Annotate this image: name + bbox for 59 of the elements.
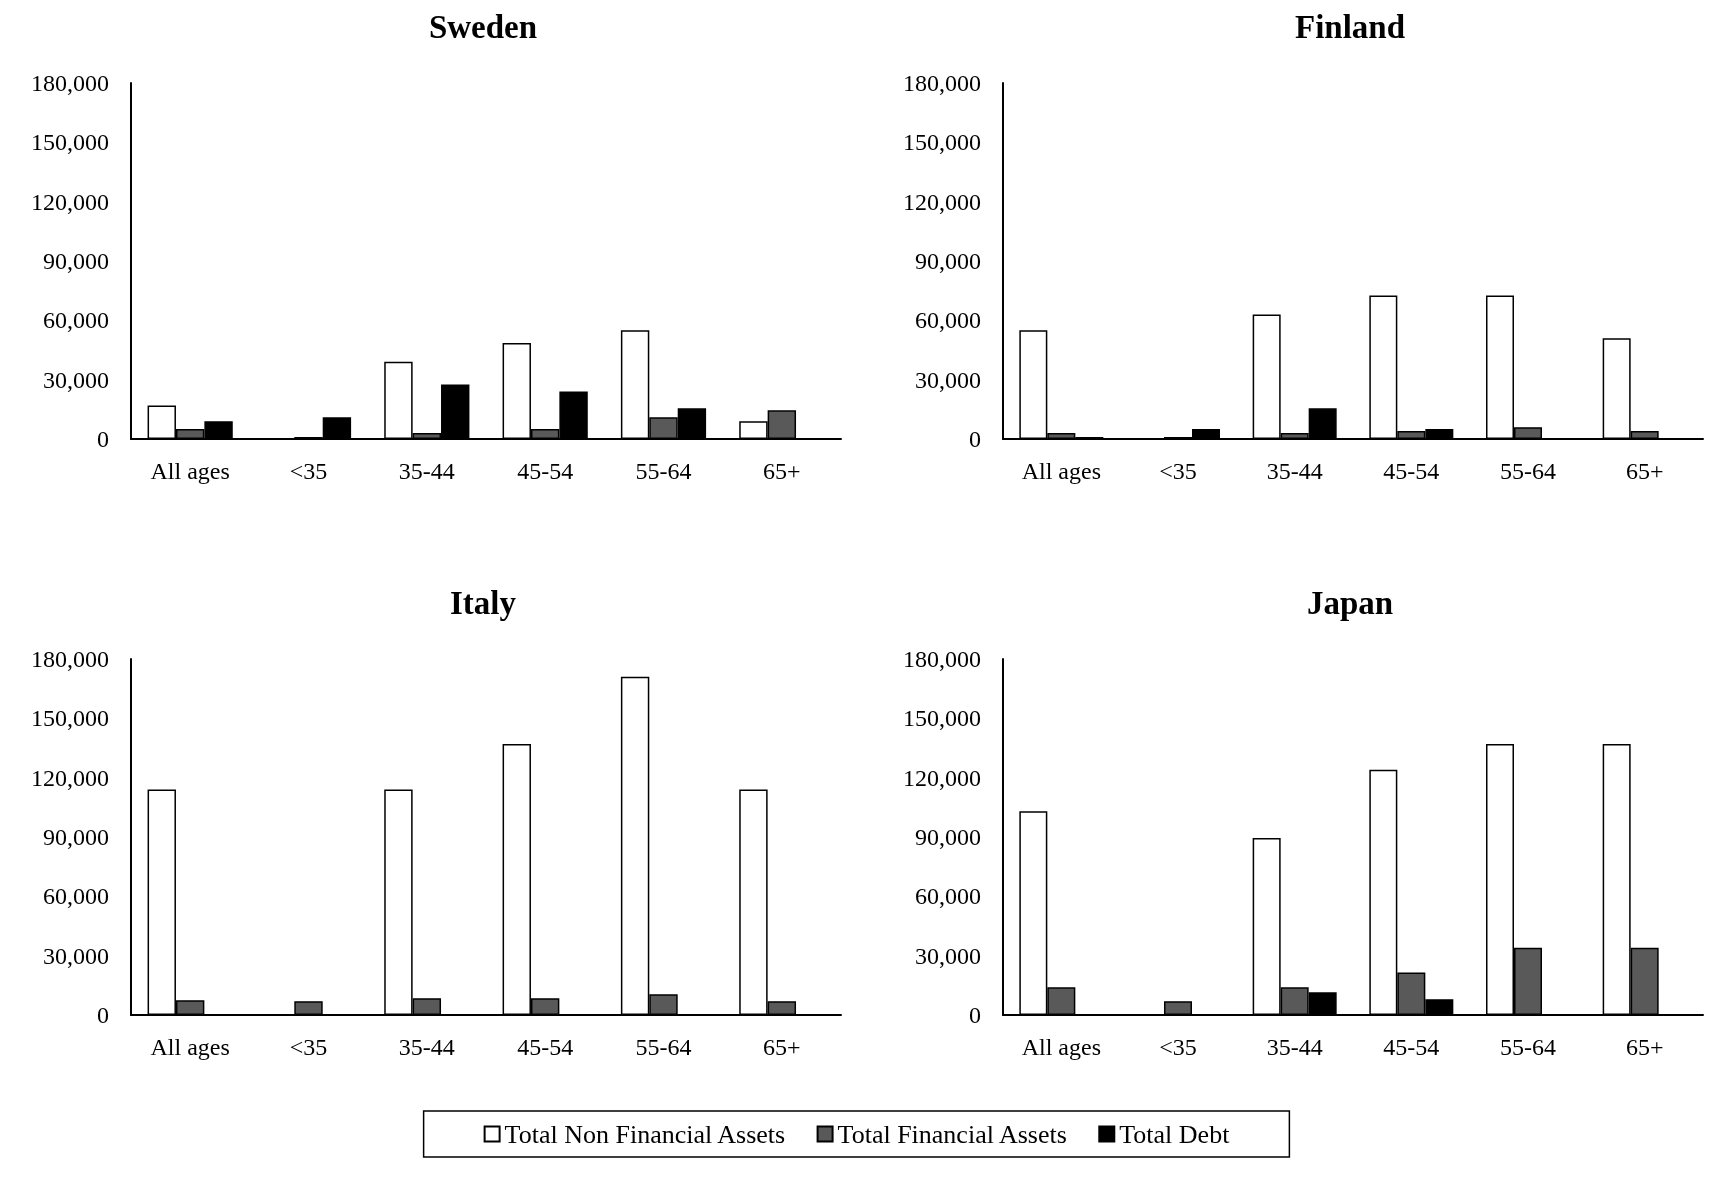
x-tick-label: 55-64 [635,458,692,484]
y-tick-label: 90,000 [43,248,109,274]
y-tick-label: 90,000 [915,248,981,274]
chart-title: Finland [1294,8,1406,45]
x-tick-label: 45-54 [517,458,574,484]
y-tick-label: 30,000 [43,366,109,393]
y-tick-label: 180,000 [903,70,981,96]
chart-title: Japan [1306,584,1394,621]
x-tick-label: 55-64 [635,1034,692,1060]
x-tick-label: 35-44 [1266,1034,1323,1060]
y-tick-label: 60,000 [915,883,981,910]
y-tick-label: 180,000 [903,646,981,672]
y-tick-label: 180,000 [31,70,109,96]
x-tick-label: 45-54 [1383,458,1440,484]
y-tick-label: 150,000 [903,129,981,156]
x-tick-label: 65+ [1625,458,1664,484]
x-tick-label: All ages [1021,1034,1101,1060]
y-tick-label: 180,000 [31,646,109,672]
x-tick-label: <35 [289,458,328,484]
x-tick-label: <35 [1159,458,1197,484]
y-tick-label: 30,000 [915,942,981,969]
y-tick-label: 60,000 [915,307,981,334]
x-tick-label: 65+ [763,1034,801,1060]
x-tick-label: All ages [150,1034,230,1060]
y-tick-label: 90,000 [43,824,109,850]
y-tick-label: 120,000 [903,764,981,791]
x-tick-label: 65+ [1625,1034,1664,1060]
x-tick-label: 35-44 [398,458,455,484]
x-tick-label: All ages [1021,458,1101,484]
legend-label: Total Financial Assets [837,1119,1067,1149]
y-tick-label: 30,000 [43,942,109,969]
y-tick-label: 120,000 [31,188,109,215]
chart-title: Italy [450,584,517,621]
chart-title: Sweden [428,8,538,45]
x-tick-label: 35-44 [1266,458,1323,484]
x-tick-label: All ages [150,458,230,484]
x-tick-label: 65+ [763,458,801,484]
y-tick-label: 150,000 [31,129,109,156]
x-tick-label: <35 [289,1034,328,1060]
y-tick-label: 90,000 [915,824,981,850]
y-tick-label: 120,000 [31,764,109,791]
x-tick-label: 55-64 [1500,1034,1556,1060]
x-tick-label: 55-64 [1500,458,1556,484]
y-tick-label: 0 [97,1002,109,1028]
legend-label: Total Debt [1119,1119,1231,1149]
y-tick-label: 0 [969,1002,981,1028]
x-tick-label: 45-54 [1383,1034,1440,1060]
y-tick-label: 150,000 [31,705,109,732]
x-tick-label: 35-44 [398,1034,455,1060]
x-tick-label: 45-54 [517,1034,574,1060]
y-tick-label: 60,000 [43,883,109,910]
y-tick-label: 30,000 [915,366,981,393]
y-tick-label: 0 [969,426,981,452]
y-tick-label: 60,000 [43,307,109,334]
y-tick-label: 0 [97,426,109,452]
x-tick-label: <35 [1159,1034,1197,1060]
legend-label: Total Non Financial Assets [504,1119,786,1149]
y-tick-label: 120,000 [903,188,981,215]
y-tick-label: 150,000 [903,705,981,732]
